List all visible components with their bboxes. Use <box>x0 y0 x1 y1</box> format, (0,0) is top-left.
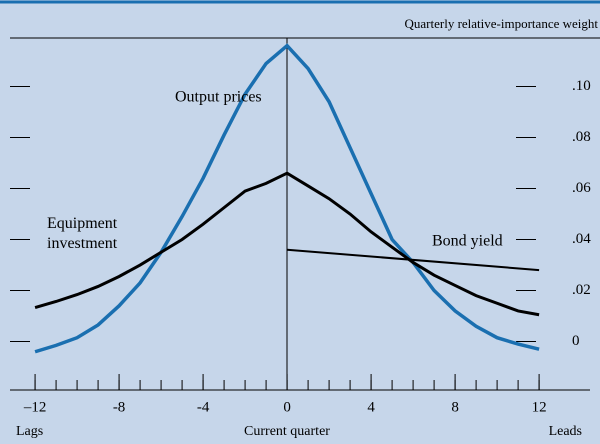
x-label-right: Leads <box>549 424 582 439</box>
x-tick-label: 8 <box>451 399 459 415</box>
x-tick-label: -4 <box>197 399 210 415</box>
x-tick-label: –12 <box>23 399 47 415</box>
x-tick-label: -8 <box>113 399 126 415</box>
series-line <box>287 248 540 272</box>
y-tick-label: 0 <box>572 333 580 349</box>
series-label: Bond yield <box>432 233 503 250</box>
x-label-center: Current quarter <box>244 424 330 439</box>
y-tick-label: .04 <box>572 231 591 247</box>
x-tick-label: 0 <box>283 399 291 415</box>
series-line <box>34 43 540 354</box>
x-tick-label: 12 <box>532 399 547 415</box>
y-tick-label: .06 <box>572 180 591 196</box>
y-tick-label: .02 <box>572 282 591 298</box>
series-label: Equipment investment <box>47 215 121 252</box>
y-axis-label: Quarterly relative-importance weight <box>405 16 599 31</box>
x-tick-label: 4 <box>367 399 375 415</box>
series-label: Output prices <box>175 89 262 106</box>
y-tick-label: .10 <box>572 78 591 94</box>
y-tick-label: .08 <box>572 129 591 145</box>
series-line <box>34 171 540 317</box>
x-label-left: Lags <box>16 424 43 439</box>
